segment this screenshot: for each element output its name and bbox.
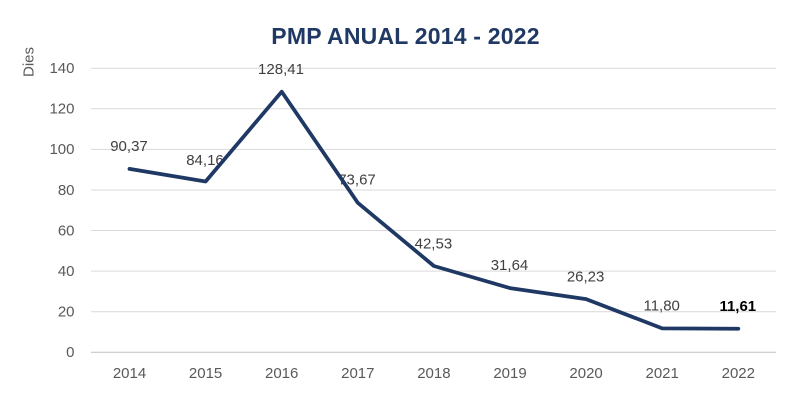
svg-text:2017: 2017 (341, 365, 374, 382)
svg-text:Dies: Dies (21, 47, 38, 77)
svg-text:2015: 2015 (189, 365, 222, 382)
svg-text:84,16: 84,16 (186, 152, 224, 169)
svg-text:11,80: 11,80 (643, 297, 679, 314)
svg-text:60: 60 (58, 222, 75, 239)
svg-text:2021: 2021 (646, 365, 679, 382)
svg-text:31,64: 31,64 (491, 257, 529, 274)
svg-text:2014: 2014 (113, 365, 146, 382)
svg-text:20: 20 (58, 304, 75, 321)
svg-text:73,67: 73,67 (338, 172, 376, 189)
svg-text:120: 120 (49, 101, 74, 118)
svg-text:80: 80 (58, 182, 75, 199)
svg-text:2018: 2018 (417, 365, 450, 382)
svg-text:26,23: 26,23 (567, 269, 605, 286)
svg-text:0: 0 (66, 344, 74, 361)
svg-text:140: 140 (49, 60, 74, 77)
svg-text:PMP ANUAL 2014 - 2022: PMP ANUAL 2014 - 2022 (271, 23, 539, 49)
svg-text:2016: 2016 (265, 365, 298, 382)
svg-text:42,53: 42,53 (415, 235, 453, 252)
svg-text:2019: 2019 (493, 365, 526, 382)
svg-text:2020: 2020 (569, 365, 602, 382)
svg-text:2022: 2022 (722, 365, 755, 382)
svg-text:128,41: 128,41 (258, 61, 304, 78)
svg-text:90,37: 90,37 (110, 138, 148, 155)
svg-text:11,61: 11,61 (719, 298, 756, 315)
svg-text:100: 100 (49, 141, 74, 158)
svg-text:40: 40 (58, 263, 75, 280)
